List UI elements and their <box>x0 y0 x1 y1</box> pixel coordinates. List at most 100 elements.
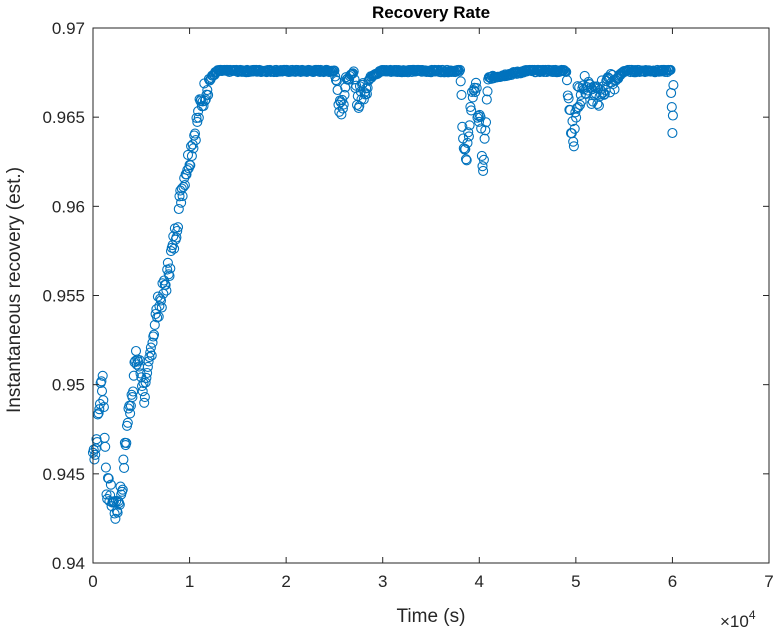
data-point <box>171 232 182 243</box>
data-point <box>133 356 144 367</box>
data-point <box>666 87 677 99</box>
data-point <box>480 125 491 136</box>
data-point <box>460 144 471 155</box>
data-point <box>145 342 156 353</box>
data-point <box>155 295 167 306</box>
x-tick-label: 4 <box>475 572 484 591</box>
data-point <box>189 128 201 139</box>
data-point <box>332 84 343 96</box>
data-point <box>470 77 482 88</box>
x-axis-multiplier: ×104 <box>720 608 756 630</box>
data-point <box>100 462 111 473</box>
data-point <box>115 481 126 492</box>
data-point <box>599 89 610 100</box>
data-point <box>361 88 372 100</box>
data-point <box>338 99 349 110</box>
data-point <box>458 143 469 154</box>
data-point <box>110 513 121 524</box>
data-point <box>112 507 123 518</box>
data-point <box>179 180 190 191</box>
data-point <box>593 83 604 94</box>
y-axis-ticks: 0.94 0.945 0.95 0.955 0.96 0.965 0.97 <box>42 19 769 573</box>
data-point <box>142 367 153 379</box>
data-point <box>154 301 165 312</box>
data-point <box>97 370 108 381</box>
data-point <box>667 110 678 121</box>
data-point <box>173 203 184 215</box>
data-point <box>102 472 114 484</box>
data-point <box>118 454 129 465</box>
data-point <box>464 120 475 131</box>
data-point <box>471 83 482 94</box>
data-point <box>339 89 350 100</box>
data-point <box>145 347 156 358</box>
x-multiplier-exponent: 4 <box>749 608 756 622</box>
data-point <box>461 155 472 166</box>
data-point <box>198 100 209 112</box>
data-point <box>573 102 584 113</box>
x-multiplier-base: ×10 <box>720 612 749 630</box>
data-point <box>202 84 213 96</box>
data-point <box>456 89 467 100</box>
y-tick-label: 0.96 <box>52 197 85 216</box>
data-point <box>153 311 164 322</box>
data-point <box>558 64 569 76</box>
data-point <box>151 304 162 315</box>
data-point <box>148 329 160 340</box>
data-point <box>128 370 139 381</box>
data-point <box>149 319 160 330</box>
x-tick-label: 6 <box>668 572 677 591</box>
y-tick-label: 0.945 <box>42 465 85 484</box>
data-point <box>98 402 109 413</box>
data-point <box>473 116 485 127</box>
x-tick-label: 1 <box>185 572 194 591</box>
data-point <box>176 183 187 194</box>
data-point <box>329 65 340 76</box>
chart-title: Recovery Rate <box>372 3 490 22</box>
data-point <box>599 88 610 100</box>
x-tick-label: 3 <box>378 572 387 591</box>
data-point <box>571 103 582 114</box>
data-point <box>586 98 597 109</box>
data-point <box>98 395 109 406</box>
data-point <box>465 101 476 112</box>
data-point <box>122 417 133 428</box>
data-point <box>144 352 155 363</box>
data-point <box>327 66 338 77</box>
data-point <box>162 257 173 268</box>
data-point <box>163 269 174 280</box>
data-point <box>450 67 461 78</box>
data-point <box>174 191 185 202</box>
data-point <box>668 80 679 91</box>
data-point <box>561 75 573 86</box>
data-point <box>570 107 581 118</box>
data-point <box>89 454 100 465</box>
plot-area <box>93 28 769 563</box>
data-point <box>455 76 466 87</box>
data-point <box>121 437 132 449</box>
x-axis-label: Time (s) <box>397 606 466 627</box>
data-point <box>561 66 572 77</box>
data-point <box>478 154 489 165</box>
data-point <box>563 93 574 104</box>
y-tick-label: 0.94 <box>52 554 85 573</box>
data-point <box>576 96 587 107</box>
data-point <box>591 81 602 92</box>
data-point <box>161 285 172 296</box>
data-point <box>463 127 474 138</box>
data-point <box>164 270 175 282</box>
data-point <box>568 136 579 147</box>
data-point <box>568 141 579 152</box>
data-point <box>156 302 167 313</box>
data-point <box>475 111 486 123</box>
data-point <box>348 66 359 77</box>
data-series <box>87 64 679 524</box>
data-point <box>597 81 608 92</box>
data-point <box>592 98 603 109</box>
data-point <box>460 154 472 165</box>
data-point <box>478 165 489 176</box>
data-point <box>146 350 157 361</box>
data-point <box>185 160 196 171</box>
data-point <box>567 116 578 127</box>
